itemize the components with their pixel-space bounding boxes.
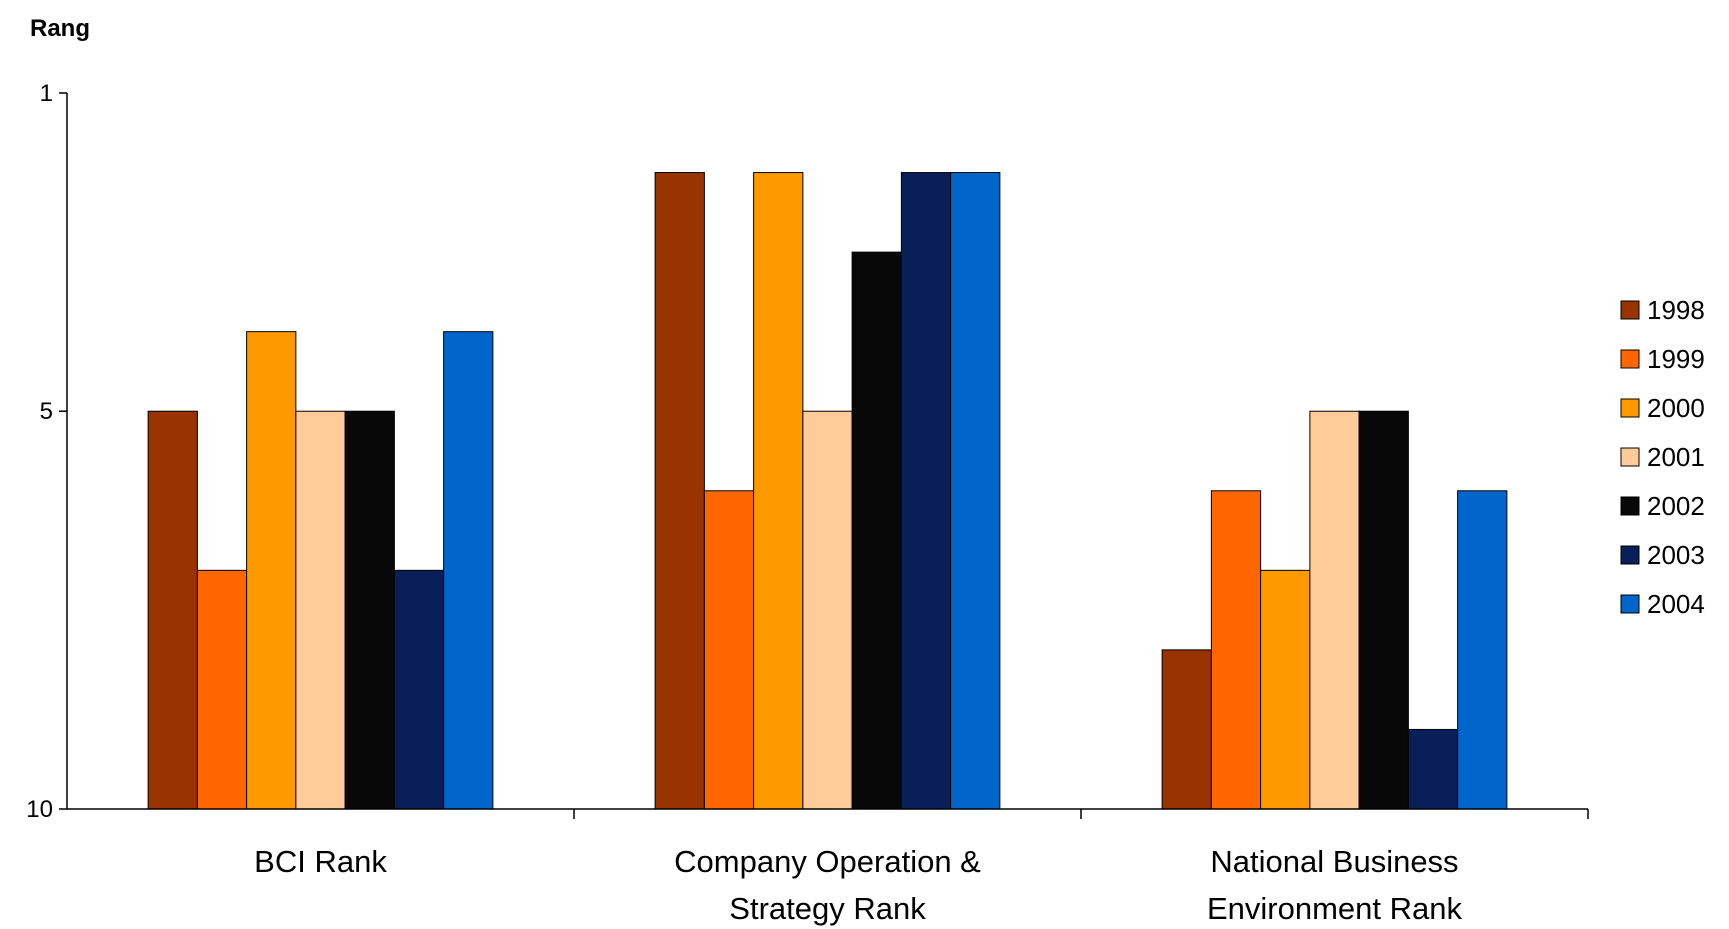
bar-1999-2 (1210, 490, 1262, 810)
legend-label-2002: 2002 (1647, 491, 1705, 521)
legend: 1998 1999 2000 2001 2002 2003 2004 (1620, 295, 1705, 619)
category-label: Strategy Rank (729, 891, 926, 926)
legend-swatch-2000 (1620, 398, 1640, 418)
bar-2004-2 (1457, 490, 1508, 810)
legend-label-2001: 2001 (1647, 442, 1705, 472)
legend-swatch-2002 (1620, 496, 1640, 516)
legend-label-2003: 2003 (1647, 540, 1705, 570)
legend-label-2004: 2004 (1647, 589, 1705, 619)
bar-2003-1 (900, 172, 952, 810)
bar-1998-0 (147, 410, 198, 810)
y-tick-label: 5 (40, 398, 53, 425)
bar-2000-1 (753, 172, 804, 810)
legend-swatch-2003 (1620, 545, 1640, 565)
bar-2000-0 (246, 331, 297, 810)
bar-2003-2 (1407, 728, 1459, 810)
legend-label-1999: 1999 (1647, 344, 1705, 374)
legend-swatch-1998 (1620, 300, 1640, 320)
legend-label-2000: 2000 (1647, 393, 1705, 423)
category-label: National Business (1210, 844, 1458, 879)
bar-2001-2 (1309, 410, 1360, 810)
bar-2002-0 (344, 410, 395, 810)
legend-label-1998: 1998 (1647, 295, 1705, 325)
bar-2004-1 (950, 172, 1001, 810)
legend-swatch-1999 (1620, 349, 1640, 369)
bar-2000-2 (1260, 569, 1311, 810)
legend-swatch-2001 (1620, 447, 1640, 467)
bar-1999-0 (196, 569, 248, 810)
bar-2002-1 (851, 251, 902, 810)
y-tick-label: 1 (40, 80, 53, 107)
bar-2002-2 (1358, 410, 1409, 810)
bar-2004-0 (443, 331, 494, 810)
category-label: BCI Rank (254, 844, 387, 879)
category-label: Environment Rank (1207, 891, 1463, 926)
bar-1999-1 (703, 490, 755, 810)
y-axis-title: Rang (30, 15, 90, 42)
bar-2003-0 (393, 569, 445, 810)
legend-swatch-2004 (1620, 594, 1640, 614)
bar-1998-1 (654, 172, 705, 810)
bar-2001-0 (295, 410, 346, 810)
y-tick-label: 10 (26, 796, 53, 823)
bar-1998-2 (1161, 649, 1212, 810)
category-label: Company Operation & (674, 844, 981, 879)
bar-2001-1 (802, 410, 853, 810)
